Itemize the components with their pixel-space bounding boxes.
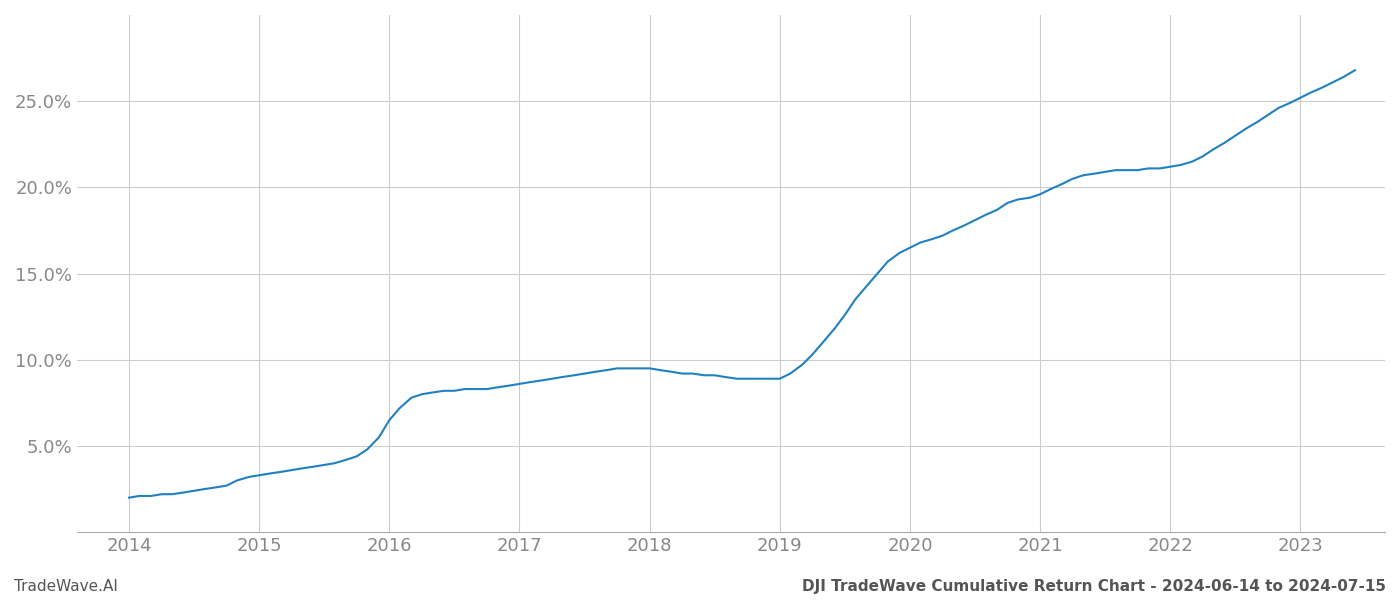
Text: TradeWave.AI: TradeWave.AI [14, 579, 118, 594]
Text: DJI TradeWave Cumulative Return Chart - 2024-06-14 to 2024-07-15: DJI TradeWave Cumulative Return Chart - … [802, 579, 1386, 594]
